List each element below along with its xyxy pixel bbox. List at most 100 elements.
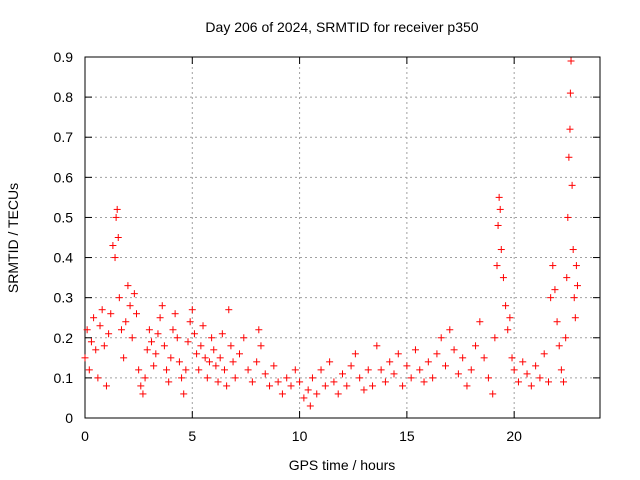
- chart-title: Day 206 of 2024, SRMTID for receiver p35…: [205, 19, 478, 35]
- data-point: [173, 334, 181, 342]
- data-point: [148, 338, 156, 346]
- data-point: [420, 378, 428, 386]
- data-point: [199, 322, 207, 330]
- data-point: [476, 318, 484, 326]
- data-point: [356, 374, 364, 382]
- data-point: [564, 213, 572, 221]
- data-point: [571, 314, 579, 322]
- data-point: [446, 326, 454, 334]
- data-point: [557, 366, 565, 374]
- data-point: [373, 342, 381, 350]
- data-point: [360, 386, 368, 394]
- data-point: [334, 390, 342, 398]
- data-point: [193, 350, 201, 358]
- data-point: [390, 370, 398, 378]
- data-point: [573, 282, 581, 290]
- data-point: [135, 366, 143, 374]
- data-point: [459, 354, 467, 362]
- data-point: [306, 402, 314, 410]
- data-point: [115, 294, 123, 302]
- data-point: [83, 326, 91, 334]
- data-point: [270, 362, 278, 370]
- data-point: [117, 326, 125, 334]
- data-point: [81, 354, 89, 362]
- data-point: [347, 362, 355, 370]
- data-point: [386, 358, 394, 366]
- x-tick-label: 0: [81, 428, 89, 444]
- data-point: [223, 382, 231, 390]
- y-tick-label: 0.9: [54, 49, 74, 65]
- data-point: [180, 390, 188, 398]
- data-point: [216, 354, 224, 362]
- data-point: [182, 366, 190, 374]
- data-point: [291, 366, 299, 374]
- data-point: [472, 342, 480, 350]
- data-point: [569, 246, 577, 254]
- data-point: [160, 342, 168, 350]
- data-point: [411, 346, 419, 354]
- data-point: [553, 318, 561, 326]
- data-point: [326, 358, 334, 366]
- data-point: [364, 366, 372, 374]
- data-point: [369, 382, 377, 390]
- data-point: [450, 346, 458, 354]
- x-axis-label: GPS time / hours: [289, 457, 396, 473]
- data-point: [190, 330, 198, 338]
- data-point: [424, 358, 432, 366]
- data-point: [283, 374, 291, 382]
- data-point: [565, 153, 573, 161]
- data-point: [96, 322, 104, 330]
- data-point: [98, 306, 106, 314]
- data-point: [227, 342, 235, 350]
- data-point: [551, 286, 559, 294]
- data-point: [128, 334, 136, 342]
- data-points: [81, 57, 581, 410]
- data-point: [433, 350, 441, 358]
- data-point: [567, 57, 575, 65]
- data-point: [437, 334, 445, 342]
- data-point: [122, 318, 130, 326]
- data-point: [562, 334, 570, 342]
- data-point: [163, 366, 171, 374]
- data-point: [109, 242, 117, 250]
- data-point: [114, 234, 122, 241]
- data-point: [493, 262, 501, 270]
- data-point: [137, 382, 145, 390]
- data-point: [510, 366, 518, 374]
- data-point: [102, 382, 110, 390]
- data-point: [112, 213, 120, 221]
- data-point: [248, 378, 256, 386]
- data-point: [300, 394, 308, 402]
- data-point: [570, 294, 578, 302]
- data-point: [133, 310, 140, 318]
- axis-ticks: 0 5 10 15 20 0 0.1 0.2 0.3 0.4 0.5 0.6 0.7 0.8 0.9: [54, 49, 600, 444]
- y-tick-label: 0: [65, 410, 73, 426]
- plot-frame: [84, 56, 601, 419]
- data-point: [85, 366, 93, 374]
- data-point: [560, 378, 568, 386]
- data-point: [351, 350, 359, 358]
- data-point: [225, 306, 233, 314]
- data-point: [296, 378, 304, 386]
- data-point: [484, 374, 492, 382]
- data-point: [175, 358, 183, 366]
- data-point: [545, 378, 552, 386]
- data-point: [313, 390, 321, 398]
- y-tick-label: 0.1: [54, 370, 74, 386]
- data-point: [506, 314, 514, 322]
- data-point: [229, 358, 237, 366]
- data-point: [547, 294, 555, 302]
- data-point: [141, 374, 149, 382]
- data-point: [126, 302, 134, 310]
- x-tick-label: 15: [399, 428, 415, 444]
- data-point: [92, 346, 100, 354]
- data-point: [124, 282, 132, 290]
- data-point: [489, 390, 497, 398]
- data-point: [186, 318, 194, 326]
- data-point: [94, 374, 102, 382]
- data-point: [502, 302, 510, 310]
- data-point: [566, 89, 574, 97]
- data-point: [394, 350, 402, 358]
- data-point: [399, 382, 407, 390]
